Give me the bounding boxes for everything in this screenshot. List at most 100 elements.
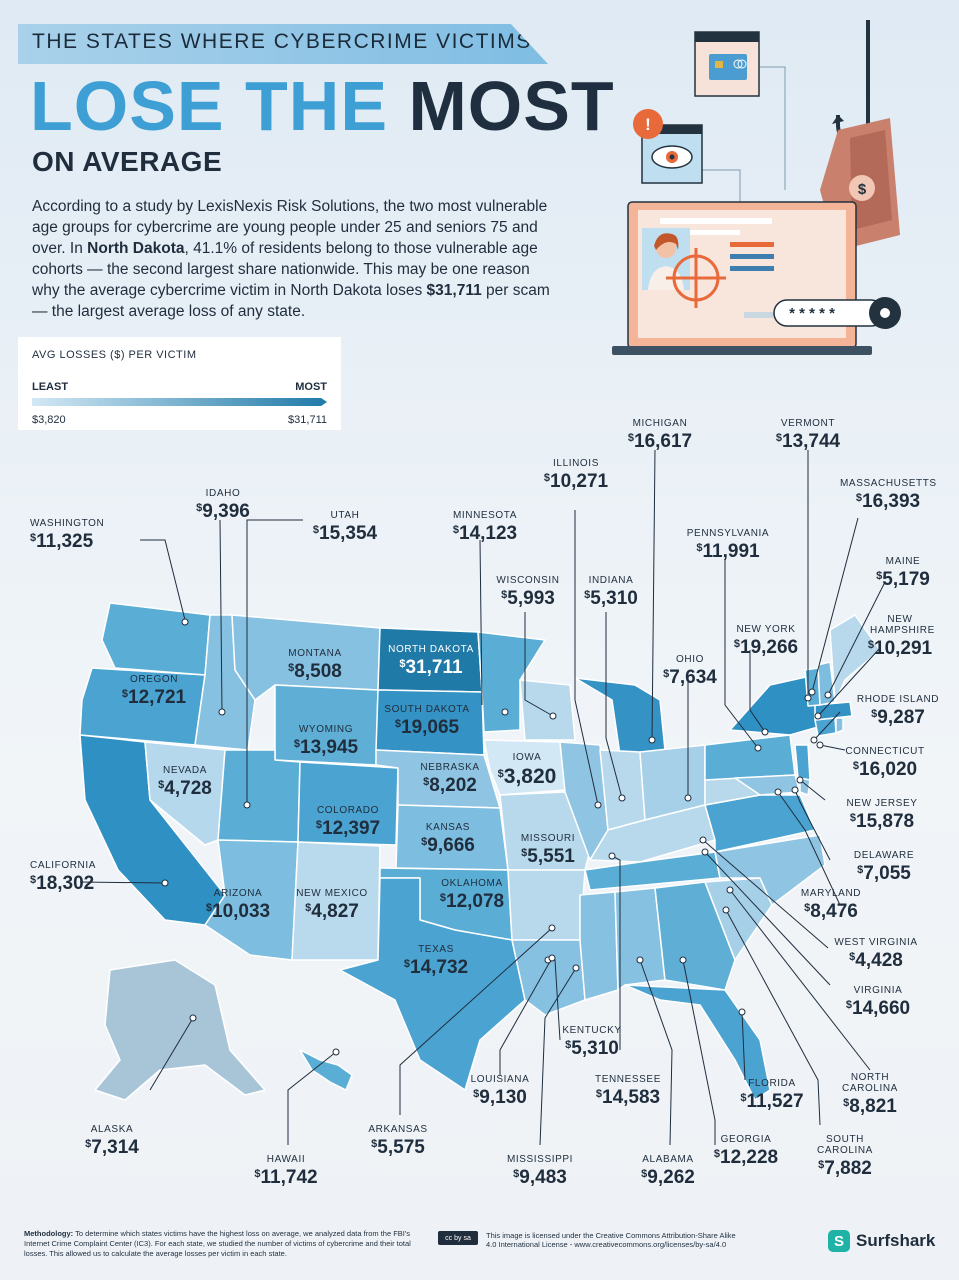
label-alaska: ALASKA $7,314 <box>85 1124 139 1158</box>
label-montana: MONTANA $8,508 <box>288 648 342 682</box>
state-nevada <box>144 741 226 846</box>
label-new-york: NEW YORK $19,266 <box>733 624 799 658</box>
label-kansas: KANSAS $9,666 <box>421 822 475 856</box>
eye-window-icon <box>641 124 703 184</box>
intro-text-3: per scam — the largest average loss of a… <box>32 282 550 320</box>
state-arkansas <box>507 869 586 941</box>
headline: LOSE THE MOST <box>30 70 615 142</box>
svg-text:$: $ <box>858 181 867 198</box>
label-illinois: ILLINOIS $10,271 <box>543 458 609 492</box>
state-new-jersey <box>794 744 811 781</box>
label-maryland: MARYLAND $8,476 <box>800 888 862 922</box>
cyber-illustration: ! $ * * * * * <box>612 20 901 355</box>
label-oregon: OREGON $12,721 <box>121 674 187 708</box>
state-north-carolina <box>714 834 826 906</box>
methodology-text: To determine which states victims have t… <box>24 1229 411 1258</box>
label-texas: TEXAS $14,732 <box>403 944 469 978</box>
state-missouri <box>499 791 591 871</box>
label-west-virginia: WEST VIRGINIA $4,428 <box>834 937 918 971</box>
intro-text-1: According to a study by LexisNexis Risk … <box>32 198 548 257</box>
label-missouri: MISSOURI $5,551 <box>520 833 576 867</box>
legend-gradient-bar <box>32 398 327 406</box>
label-minnesota: MINNESOTA $14,123 <box>452 510 518 544</box>
state-florida <box>624 984 771 1101</box>
label-idaho: IDAHO $9,396 <box>196 488 250 522</box>
label-arkansas: ARKANSAS $5,575 <box>368 1124 428 1158</box>
label-georgia: GEORGIA $12,228 <box>713 1134 779 1168</box>
target-crosshair-icon <box>666 248 726 308</box>
legend-box: AVG LOSSES ($) PER VICTIM LEAST MOST $3,… <box>18 337 341 430</box>
state-indiana <box>599 749 646 831</box>
alert-icon: ! <box>633 109 663 139</box>
state-louisiana <box>511 939 586 1016</box>
label-south-carolina: SOUTH CAROLINA $7,882 <box>817 1134 873 1179</box>
label-louisiana: LOUISIANA $9,130 <box>470 1074 530 1108</box>
label-south-dakota: SOUTH DAKOTA $19,065 <box>384 704 470 738</box>
state-mississippi <box>579 891 619 1001</box>
state-pennsylvania <box>704 734 796 781</box>
label-pennsylvania: PENNSYLVANIA $11,991 <box>686 528 770 562</box>
laptop-icon <box>612 201 872 355</box>
brand-name: Surfshark <box>856 1231 936 1250</box>
legend-min-value: $3,820 <box>32 414 66 426</box>
label-oklahoma: OKLAHOMA $12,078 <box>439 878 505 912</box>
label-indiana: INDIANA $5,310 <box>584 575 638 609</box>
methodology-note: Methodology: To determine which states v… <box>24 1229 414 1259</box>
label-ohio: OHIO $7,634 <box>663 654 717 688</box>
label-nevada: NEVADA $4,728 <box>158 765 212 799</box>
label-hawaii: HAWAII $11,742 <box>254 1154 318 1188</box>
label-new-hampshire: NEW HAMPSHIRE $10,291 <box>867 614 935 659</box>
label-alabama: ALABAMA $9,262 <box>641 1154 695 1188</box>
label-new-mexico: NEW MEXICO $4,827 <box>296 888 368 922</box>
label-new-jersey: NEW JERSEY $15,878 <box>846 798 918 832</box>
label-wisconsin: WISCONSIN $5,993 <box>496 575 560 609</box>
label-massachusetts: MASSACHUSETTS $16,393 <box>840 478 937 512</box>
label-iowa: IOWA $3,820 <box>497 752 557 788</box>
label-california: CALIFORNIA $18,302 <box>30 860 97 894</box>
label-north-carolina: NORTH CAROLINA $8,821 <box>842 1072 898 1117</box>
kicker-banner: THE STATES WHERE CYBERCRIME VICTIMS <box>18 24 548 64</box>
methodology-label: Methodology: <box>24 1229 74 1238</box>
label-wyoming: WYOMING $13,945 <box>293 724 359 758</box>
state-maine <box>829 614 881 703</box>
label-tennessee: TENNESSEE $14,583 <box>595 1074 661 1108</box>
state-hawaii <box>299 1049 353 1091</box>
legend-max-value: $31,711 <box>288 414 327 426</box>
headline-part2: MOST <box>408 67 615 145</box>
label-florida: FLORIDA $11,527 <box>740 1078 804 1112</box>
subheadline: ON AVERAGE <box>32 146 223 177</box>
label-washington: WASHINGTON $11,325 <box>30 518 105 552</box>
label-mississippi: MISSISSIPPI $9,483 <box>506 1154 574 1188</box>
state-wisconsin <box>519 679 576 741</box>
state-rhode-island <box>835 717 844 734</box>
label-maine: MAINE $5,179 <box>876 556 930 590</box>
intro-amount: $31,711 <box>426 282 482 299</box>
label-michigan: MICHIGAN $16,617 <box>627 418 693 452</box>
password-field-icon: * * * * * <box>773 297 901 329</box>
fish-hook-icon <box>832 20 870 143</box>
label-virginia: VIRGINIA $14,660 <box>845 985 911 1019</box>
legend-title: AVG LOSSES ($) PER VICTIM <box>32 349 197 361</box>
state-washington <box>101 602 211 676</box>
svg-text:!: ! <box>645 115 651 134</box>
intro-state: North Dakota <box>87 240 185 257</box>
label-colorado: COLORADO $12,397 <box>315 805 381 839</box>
license-note: cc by sa This image is licensed under th… <box>438 1231 738 1249</box>
intro-paragraph: According to a study by LexisNexis Risk … <box>32 196 557 322</box>
kicker-text: THE STATES WHERE CYBERCRIME VICTIMS <box>32 30 532 53</box>
label-nebraska: NEBRASKA $8,202 <box>420 762 480 796</box>
label-utah: UTAH $15,354 <box>312 510 378 544</box>
state-utah <box>217 749 301 843</box>
label-arizona: ARIZONA $10,033 <box>205 888 271 922</box>
label-rhode-island: RHODE ISLAND $9,287 <box>856 694 940 728</box>
surfshark-logo: S Surfshark <box>828 1230 935 1252</box>
legend-most-label: MOST <box>295 381 327 393</box>
state-oregon <box>79 667 206 746</box>
label-vermont: VERMONT $13,744 <box>775 418 841 452</box>
headline-part1: LOSE THE <box>30 67 409 145</box>
legend-least-label: LEAST <box>32 381 69 393</box>
label-connecticut: CONNECTICUT $16,020 <box>845 746 925 780</box>
creative-commons-icon: cc by sa <box>438 1231 478 1245</box>
license-text: This image is licensed under the Creativ… <box>486 1231 736 1249</box>
us-map <box>79 449 886 1146</box>
